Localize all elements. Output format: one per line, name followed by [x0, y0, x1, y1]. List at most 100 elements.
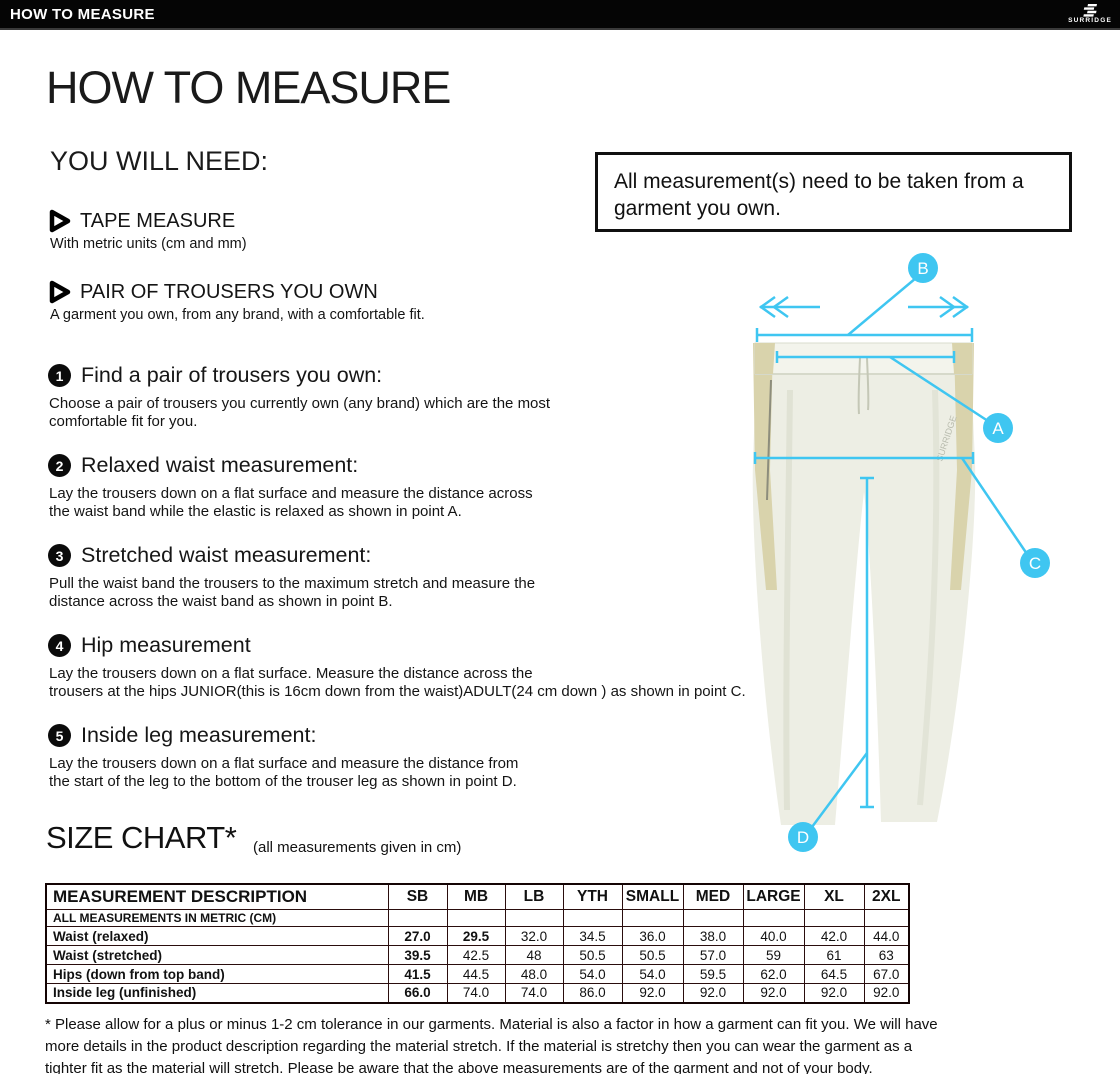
col-header: MEASUREMENT DESCRIPTION [45, 883, 389, 910]
size-cell: 40.0 [742, 926, 805, 946]
topbar-title: HOW TO MEASURE [10, 5, 155, 23]
step-title: Inside leg measurement: [81, 723, 317, 747]
size-cell: 67.0 [863, 964, 910, 984]
need-item-trousers: PAIR OF TROUSERS YOU OWN A garment you o… [48, 280, 608, 323]
size-cell: 63 [863, 945, 910, 965]
row-label: Inside leg (unfinished) [45, 983, 389, 1003]
size-cell: 32.0 [504, 926, 564, 946]
col-header: YTH [562, 883, 623, 910]
waistband [754, 342, 973, 375]
need-item-desc: A garment you own, from any brand, with … [50, 307, 425, 323]
measure-points: A B C D [788, 253, 1050, 852]
size-cell: 50.5 [562, 945, 623, 965]
step-number-badge: 2 [48, 454, 71, 477]
step-title: Find a pair of trousers you own: [81, 363, 383, 387]
surridge-s-icon [1083, 3, 1098, 17]
need-item-tape-measure: TAPE MEASURE With metric units (cm and m… [48, 209, 608, 252]
size-cell: 92.0 [742, 983, 805, 1003]
size-chart-note: (all measurements given in cm) [253, 839, 462, 856]
size-cell: 48 [504, 945, 564, 965]
metric-label: ALL MEASUREMENTS IN METRIC (CM) [45, 909, 389, 927]
table-header-row: MEASUREMENT DESCRIPTION SB MB LB YTH SMA… [45, 883, 910, 910]
page-title: HOW TO MEASURE [46, 62, 451, 113]
size-cell: 44.0 [863, 926, 910, 946]
svg-text:B: B [917, 259, 928, 278]
size-cell: 42.5 [446, 945, 506, 965]
arrow-bullet-icon [49, 209, 71, 233]
svg-text:D: D [797, 828, 809, 847]
step-body: Lay the trousers down on a flat surface.… [49, 665, 746, 700]
you-will-need-heading: YOU WILL NEED: [50, 146, 269, 176]
size-cell: 54.0 [621, 964, 684, 984]
size-cell: 62.0 [742, 964, 805, 984]
measure-point-a [983, 413, 1013, 443]
size-cell: 66.0 [387, 983, 448, 1003]
size-cell: 57.0 [682, 945, 744, 965]
step-title: Stretched waist measurement: [81, 543, 372, 567]
table-row: Hips (down from top band) 41.5 44.5 48.0… [45, 964, 910, 984]
size-cell: 92.0 [682, 983, 744, 1003]
need-item-title: TAPE MEASURE [80, 209, 236, 232]
size-cell: 39.5 [387, 945, 448, 965]
col-header: MED [682, 883, 744, 910]
topbar: HOW TO MEASURE SURRIDGE [0, 0, 1120, 30]
size-cell: 54.0 [562, 964, 623, 984]
size-cell: 38.0 [682, 926, 744, 946]
col-header: SB [387, 883, 448, 910]
table-row: Inside leg (unfinished) 66.0 74.0 74.0 8… [45, 983, 910, 1003]
size-cell: 64.5 [803, 964, 865, 984]
col-header: 2XL [863, 883, 910, 910]
step-body: Pull the waist band the trousers to the … [49, 575, 536, 610]
size-cell: 59.5 [682, 964, 744, 984]
size-cell: 92.0 [621, 983, 684, 1003]
measurement-lines [753, 277, 1029, 828]
measure-point-d [788, 822, 818, 852]
size-cell: 42.0 [803, 926, 865, 946]
size-cell: 36.0 [621, 926, 684, 946]
drawstring [857, 357, 861, 415]
col-header: SMALL [621, 883, 684, 910]
size-cell: 61 [803, 945, 865, 965]
size-cell: 59 [742, 945, 805, 965]
step-number-badge: 5 [48, 724, 71, 747]
step-4: 4 Hip measurement Lay the trousers down … [48, 633, 758, 700]
size-cell: 44.5 [446, 964, 506, 984]
drawstring [866, 357, 870, 411]
step-number-badge: 3 [48, 544, 71, 567]
surridge-logo: SURRIDGE [1068, 3, 1112, 25]
step-body: Lay the trousers down on a flat surface … [49, 485, 533, 520]
table-row: Waist (stretched) 39.5 42.5 48 50.5 50.5… [45, 945, 910, 965]
step-title: Hip measurement [81, 633, 251, 657]
size-cell: 92.0 [863, 983, 910, 1003]
col-header: MB [446, 883, 506, 910]
step-number-badge: 4 [48, 634, 71, 657]
step-5: 5 Inside leg measurement: Lay the trouse… [48, 723, 758, 790]
khaki-side-panel [950, 343, 974, 590]
step-3: 3 Stretched waist measurement: Pull the … [48, 543, 758, 610]
need-item-title: PAIR OF TROUSERS YOU OWN [80, 280, 378, 303]
size-chart-heading: SIZE CHART* [46, 820, 237, 855]
size-cell: 50.5 [621, 945, 684, 965]
table-row: Waist (relaxed) 27.0 29.5 32.0 34.5 36.0… [45, 926, 910, 946]
step-title: Relaxed waist measurement: [81, 453, 359, 477]
size-cell: 27.0 [387, 926, 448, 946]
step-number-badge: 1 [48, 364, 71, 387]
trousers-silhouette [752, 345, 976, 825]
size-cell: 34.5 [562, 926, 623, 946]
notice-box: All measurement(s) need to be taken from… [595, 152, 1072, 232]
svg-text:C: C [1029, 554, 1041, 573]
arrow-bullet-icon [49, 280, 71, 304]
row-label: Hips (down from top band) [45, 964, 389, 984]
size-cell: 92.0 [803, 983, 865, 1003]
footnote: * Please allow for a plus or minus 1-2 c… [45, 1016, 938, 1074]
step-1: 1 Find a pair of trousers you own: Choos… [48, 363, 758, 430]
trousers-diagram: SURRIDGE A B [752, 253, 1050, 852]
svg-text:A: A [992, 419, 1004, 438]
measure-point-b [908, 253, 938, 283]
size-chart-table: MEASUREMENT DESCRIPTION SB MB LB YTH SMA… [45, 883, 910, 1004]
size-cell: 74.0 [446, 983, 506, 1003]
size-cell: 74.0 [504, 983, 564, 1003]
size-cell: 29.5 [446, 926, 506, 946]
row-label: Waist (stretched) [45, 945, 389, 965]
